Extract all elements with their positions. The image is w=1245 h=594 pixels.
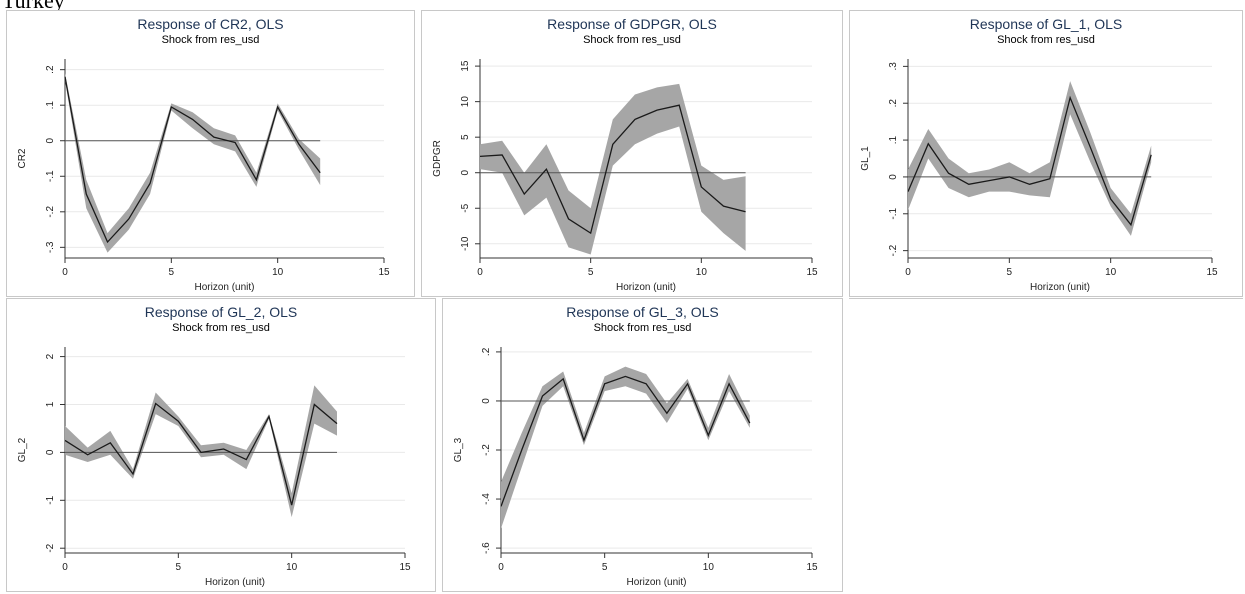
chart-title: Response of GL_2, OLS [145, 304, 298, 320]
y-tick-label: -2 [45, 543, 56, 552]
y-tick-label: 0 [888, 174, 899, 180]
y-axis-label: GL_3 [453, 437, 464, 462]
y-tick-label: -.1 [45, 170, 56, 182]
confidence-band [908, 81, 1152, 236]
y-axis-label: CR2 [17, 148, 28, 168]
confidence-band [65, 385, 337, 518]
panel-gl1: Response of GL_1, OLS Shock from res_usd -… [849, 10, 1243, 297]
x-tick-label: 0 [905, 267, 911, 278]
x-axis-label: Horizon (unit) [205, 577, 265, 588]
x-tick-label: 15 [378, 267, 390, 278]
y-tick-label: 2 [45, 353, 56, 359]
y-tick-label: -.3 [45, 241, 56, 253]
y-axis-label: GDPGR [432, 140, 443, 177]
x-axis-label: Horizon (unit) [194, 282, 254, 293]
x-axis-label: Horizon (unit) [626, 577, 686, 588]
y-tick-label: -.1 [888, 208, 899, 220]
x-tick-label: 0 [62, 562, 68, 573]
chart-gl1: Response of GL_1, OLS Shock from res_usd -… [860, 16, 1218, 293]
irf-line [479, 104, 746, 235]
x-tick-label: 10 [703, 562, 715, 573]
chart-subtitle: Shock from res_usd [172, 322, 270, 334]
irf-line [907, 95, 1152, 227]
chart-gl3: Response of GL_3, OLS Shock from res_usd -… [453, 304, 818, 588]
irf-line [64, 402, 338, 506]
x-axis-label: Horizon (unit) [1030, 282, 1090, 293]
y-tick-label: 5 [460, 134, 471, 140]
y-tick-label: -.2 [481, 444, 492, 456]
x-tick-label: 5 [169, 267, 175, 278]
x-tick-label: 0 [477, 267, 483, 278]
y-tick-label: -5 [460, 203, 471, 212]
chart-title: Response of CR2, OLS [137, 16, 283, 32]
confidence-band [480, 83, 746, 255]
y-tick-label: 15 [460, 60, 471, 72]
y-tick-label: -.2 [888, 244, 899, 256]
y-tick-label: 0 [481, 398, 492, 404]
x-tick-label: 0 [498, 562, 504, 573]
irf-line [500, 375, 751, 507]
panel-cr2: Response of CR2, OLS Shock from res_usd -.… [6, 10, 415, 297]
chart-title: Response of GDPGR, OLS [547, 16, 717, 32]
chart-subtitle: Shock from res_usd [997, 34, 1095, 46]
y-tick-label: .1 [45, 101, 56, 110]
x-tick-label: 5 [602, 562, 608, 573]
chart-cr2: Response of CR2, OLS Shock from res_usd -.… [17, 16, 390, 293]
y-tick-label: .2 [888, 99, 899, 108]
panel-gl2: Response of GL_2, OLS Shock from res_usd -… [6, 298, 436, 592]
y-tick-label: .3 [888, 62, 899, 71]
irf-chart-grid: Response of CR2, OLS Shock from res_usd -.… [0, 8, 1245, 594]
x-tick-label: 5 [176, 562, 182, 573]
x-tick-label: 15 [1206, 267, 1218, 278]
y-tick-label: -.4 [481, 493, 492, 505]
x-tick-label: 10 [272, 267, 284, 278]
country-label: Turkey [2, 0, 65, 13]
y-tick-label: 0 [460, 169, 471, 175]
x-tick-label: 5 [588, 267, 594, 278]
x-tick-label: 5 [1007, 267, 1013, 278]
chart-gl2: Response of GL_2, OLS Shock from res_usd -… [17, 304, 411, 588]
y-tick-label: 0 [45, 138, 56, 144]
y-tick-label: 1 [45, 401, 56, 407]
chart-title: Response of GL_3, OLS [566, 304, 719, 320]
y-tick-label: -.2 [45, 206, 56, 218]
x-tick-label: 0 [62, 267, 68, 278]
panel-empty [849, 298, 1243, 592]
x-axis-label: Horizon (unit) [616, 282, 676, 293]
x-tick-label: 10 [1105, 267, 1117, 278]
y-tick-label: -.6 [481, 542, 492, 554]
x-tick-label: 10 [286, 562, 298, 573]
panel-gdpgr: Response of GDPGR, OLS Shock from res_usd… [421, 10, 843, 297]
y-tick-label: .2 [481, 347, 492, 356]
y-tick-label: .2 [45, 65, 56, 74]
y-tick-label: .1 [888, 135, 899, 144]
y-tick-label: -10 [460, 236, 471, 251]
y-axis-label: GL_1 [860, 146, 871, 171]
panel-gl3: Response of GL_3, OLS Shock from res_usd -… [442, 298, 843, 592]
chart-title: Response of GL_1, OLS [970, 16, 1123, 32]
chart-subtitle: Shock from res_usd [162, 34, 260, 46]
x-tick-label: 10 [696, 267, 708, 278]
x-tick-label: 15 [806, 562, 818, 573]
y-tick-label: 10 [460, 96, 471, 108]
y-axis-label: GL_2 [17, 437, 28, 462]
confidence-band [65, 73, 321, 253]
y-tick-label: -1 [45, 495, 56, 504]
chart-subtitle: Shock from res_usd [583, 34, 681, 46]
confidence-band [501, 366, 750, 529]
chart-subtitle: Shock from res_usd [594, 322, 692, 334]
x-tick-label: 15 [806, 267, 818, 278]
irf-line [64, 76, 321, 244]
x-tick-label: 15 [399, 562, 411, 573]
y-tick-label: 0 [45, 449, 56, 455]
chart-gdpgr: Response of GDPGR, OLS Shock from res_usd… [432, 16, 818, 293]
